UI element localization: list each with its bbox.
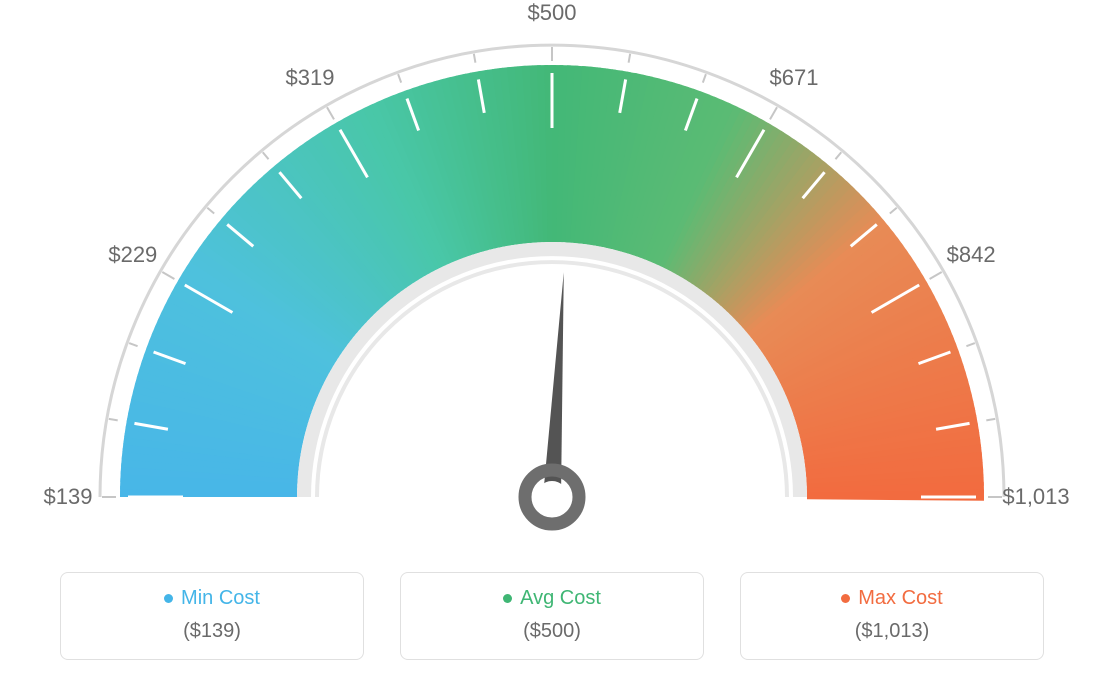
legend-label: Max Cost (858, 587, 942, 610)
legend-value: ($1,013) (741, 620, 1043, 643)
gauge-tick-label: $842 (947, 242, 996, 268)
legend-item: Min Cost ($139) (60, 572, 364, 660)
legend-title: Max Cost (841, 587, 942, 610)
cost-gauge-chart: $139 $229 $319 $500 $671 $842 $1,013 (0, 0, 1104, 560)
legend-item: Max Cost ($1,013) (740, 572, 1044, 660)
gauge-tick-label: $500 (528, 0, 577, 26)
legend-label: Avg Cost (520, 587, 601, 610)
legend-title: Min Cost (164, 587, 260, 610)
legend-title: Avg Cost (503, 587, 601, 610)
gauge-tick-label: $671 (770, 65, 819, 91)
legend-value: ($500) (401, 620, 703, 643)
gauge-tick-label: $229 (108, 242, 157, 268)
legend-dot-icon (503, 594, 512, 603)
legend-value: ($139) (61, 620, 363, 643)
legend-dot-icon (841, 594, 850, 603)
legend-label: Min Cost (181, 587, 260, 610)
gauge-tick-label: $139 (44, 484, 93, 510)
gauge-tick-label: $319 (286, 65, 335, 91)
gauge-tick-label: $1,013 (1002, 484, 1069, 510)
legend-row: Min Cost ($139) Avg Cost ($500) Max Cost ($1,… (0, 572, 1104, 660)
gauge-svg (0, 0, 1104, 560)
legend-dot-icon (164, 594, 173, 603)
legend-item: Avg Cost ($500) (400, 572, 704, 660)
